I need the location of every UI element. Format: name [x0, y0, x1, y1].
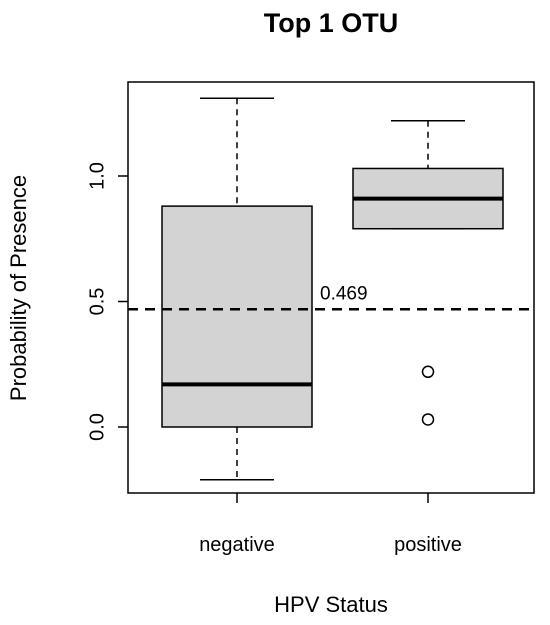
box-iqr: [161, 205, 313, 428]
boxes-group: [161, 97, 504, 481]
outlier-point: [421, 413, 435, 426]
reference-line-label: 0.469: [320, 283, 368, 304]
y-tick-label: 0.5: [86, 288, 108, 316]
x-axis-title: HPV Status: [274, 592, 388, 617]
y-axis: 0.0 0.5 1.0: [86, 162, 128, 441]
reference-line-group: 0.469: [128, 283, 534, 311]
x-axis: negative positive: [199, 493, 462, 556]
y-axis-title: Probability of Presence: [6, 175, 31, 401]
box-negative: [161, 97, 313, 481]
chart-title: Top 1 OTU: [264, 8, 399, 38]
y-tick-label: 0.0: [86, 413, 108, 441]
x-tick-label: negative: [199, 534, 275, 556]
x-tick-label: positive: [394, 534, 462, 556]
plot-frame: [127, 81, 535, 494]
box-positive: [352, 120, 504, 426]
outlier-point: [421, 365, 435, 379]
y-tick-label: 1.0: [86, 162, 108, 190]
